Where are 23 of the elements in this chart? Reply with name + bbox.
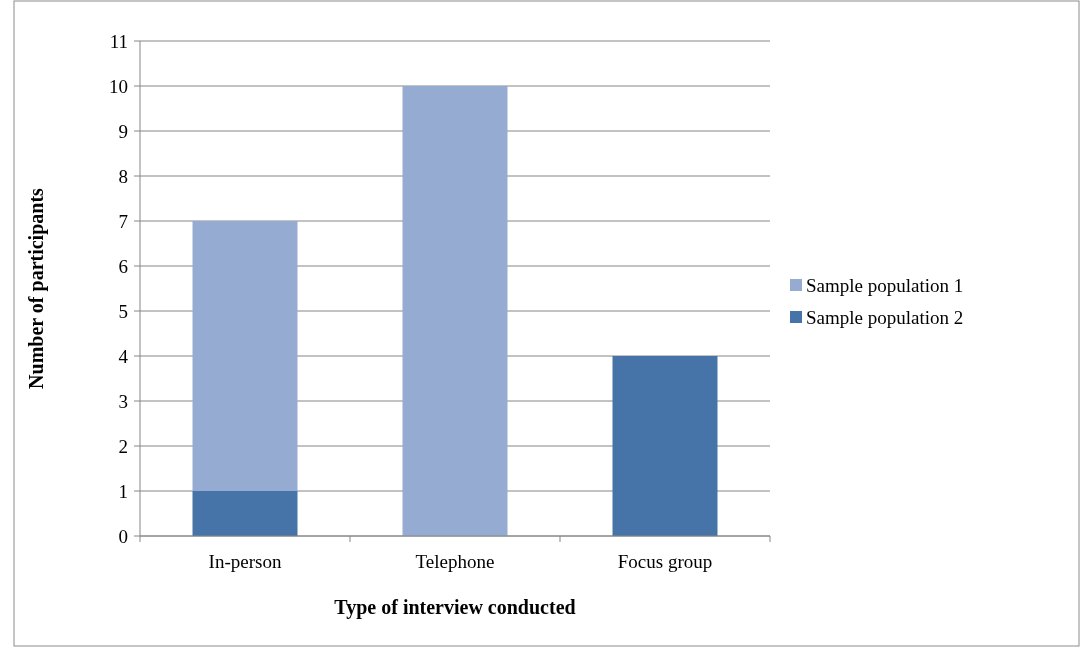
y-tick-label: 8	[118, 165, 128, 187]
y-tick-label: 1	[118, 480, 128, 502]
y-tick-label: 11	[109, 30, 128, 52]
y-tick-label: 9	[118, 120, 128, 142]
y-tick-label: 2	[118, 435, 128, 457]
x-tick-label: Telephone	[415, 551, 495, 572]
bar	[192, 491, 298, 536]
y-tick-label: 4	[118, 345, 129, 367]
x-tick-label: In-person	[208, 551, 282, 572]
y-tick-label: 7	[118, 210, 128, 232]
legend-label: Sample population 2	[806, 306, 964, 328]
bar	[192, 221, 298, 491]
y-tick-label: 3	[118, 390, 128, 412]
y-tick-label: 6	[118, 255, 128, 277]
y-tick-label: 5	[118, 300, 128, 322]
y-tick-label: 0	[118, 525, 128, 547]
bar	[402, 86, 508, 536]
x-axis-title: Type of interview conducted	[334, 596, 576, 619]
y-axis-title: Number of participants	[25, 187, 48, 389]
legend-label: Sample population 1	[806, 274, 964, 296]
bar	[612, 356, 718, 536]
x-tick-label: Focus group	[617, 551, 713, 572]
y-tick-label: 10	[109, 75, 128, 97]
